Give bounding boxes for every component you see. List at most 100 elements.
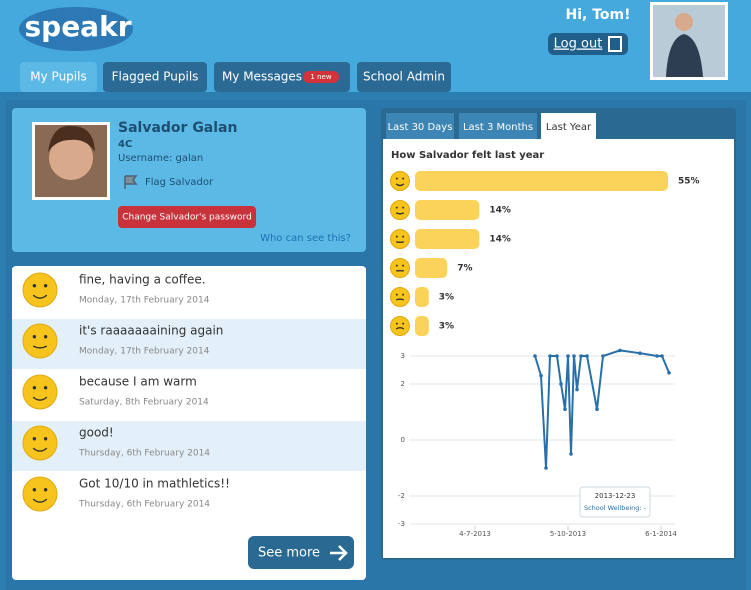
period-tab[interactable]: [386, 113, 454, 139]
emoji-eye: [43, 488, 48, 492]
emoji-icon: [390, 316, 410, 336]
emoji-icon: [390, 200, 410, 220]
message-text: it's raaaaaaaining again: [79, 324, 223, 338]
emoji-eye: [402, 264, 405, 267]
period-tab[interactable]: [541, 113, 596, 139]
message-row: [12, 268, 366, 318]
bar-value-label: 55%: [678, 177, 700, 187]
emoji-icon: [390, 258, 410, 278]
emoji-eye: [402, 177, 405, 180]
line-point: [566, 354, 570, 358]
nav-tab[interactable]: [214, 62, 350, 92]
nav-tab[interactable]: [357, 62, 451, 92]
message-date: Saturday, 8th February 2014: [79, 398, 209, 408]
period-tab-label[interactable]: Last 30 Days: [388, 122, 453, 133]
emoji-eye: [395, 235, 398, 238]
emoji-eye: [402, 293, 405, 296]
change-password-button[interactable]: [118, 206, 256, 228]
see-more-button[interactable]: [248, 536, 354, 569]
period-tab-label[interactable]: Last Year: [546, 122, 592, 133]
change-password-label[interactable]: Change Salvador's password: [122, 213, 252, 223]
pupil-username: Username: galan: [118, 153, 203, 164]
badge: [303, 71, 339, 83]
period-tab-label[interactable]: Last 3 Months: [463, 122, 533, 133]
logout-icon: [608, 36, 622, 52]
emoji-eye: [402, 235, 405, 238]
nav-tab-label[interactable]: School Admin: [363, 70, 445, 84]
emoji-icon: [22, 476, 58, 512]
emoji-icon: [390, 229, 410, 249]
emoji-eye: [43, 437, 48, 441]
bar-value-label: 3%: [439, 293, 454, 303]
nav-tab-label[interactable]: My Messages: [222, 70, 302, 84]
emoji-icon: [22, 425, 58, 461]
message-text: fine, having a coffee.: [79, 273, 206, 287]
logout-label[interactable]: Log out: [554, 37, 603, 52]
line-point: [548, 354, 552, 358]
emoji-eye: [32, 488, 37, 492]
bar: [415, 229, 480, 249]
line-point: [544, 466, 548, 470]
message-text: Got 10/10 in mathletics!!: [79, 477, 230, 491]
line-point: [601, 354, 605, 358]
period-tab[interactable]: [459, 113, 537, 139]
line-point: [618, 348, 622, 353]
bar-value-label: 14%: [489, 235, 511, 245]
nav-tab-label[interactable]: Flagged Pupils: [112, 70, 199, 84]
badge-label: 1 new: [310, 73, 331, 81]
x-tick-label: 6-1-2014: [645, 530, 677, 538]
nav-tab[interactable]: [103, 62, 207, 92]
x-tick-label: 4-7-2013: [459, 530, 491, 538]
emoji-mouth: [32, 396, 48, 401]
emoji-icon: [22, 272, 58, 308]
y-tick-label: 2: [401, 380, 405, 388]
y-tick-label: -3: [398, 520, 405, 528]
nav-tab[interactable]: [20, 62, 97, 92]
see-more-label[interactable]: See more: [258, 546, 320, 561]
flag-link[interactable]: Flag Salvador: [145, 177, 214, 188]
line-point: [595, 407, 599, 412]
line-point: [579, 354, 583, 358]
tooltip-label: School Wellbeing: -: [584, 504, 647, 512]
logo-cloud: [19, 7, 133, 51]
emoji-mouth: [395, 326, 405, 330]
user-photo-head: [675, 13, 693, 31]
see-more-arrow: [330, 545, 348, 561]
greeting: Hi, Tom!: [566, 7, 631, 23]
nav-tab-label[interactable]: My Pupils: [30, 70, 86, 84]
emoji-eye: [395, 206, 398, 209]
bar: [415, 287, 429, 307]
emoji-eye: [43, 284, 48, 288]
line-point: [555, 354, 559, 358]
bar: [415, 171, 668, 191]
logo[interactable]: speakr: [24, 10, 131, 43]
user-photo-body: [666, 34, 703, 77]
emoji-icon: [22, 374, 58, 410]
line-point: [585, 354, 589, 358]
emoji-eye: [32, 437, 37, 441]
emoji-mouth: [32, 294, 48, 299]
emoji-eye: [32, 386, 37, 390]
visibility-link[interactable]: Who can see this?: [260, 233, 351, 244]
emoji-eye: [402, 322, 405, 325]
bar: [415, 258, 448, 278]
chart-title: How Salvador felt last year: [391, 150, 544, 161]
bar: [415, 200, 480, 220]
message-row: [12, 370, 366, 420]
line-point: [572, 354, 576, 358]
emoji-eye: [32, 335, 37, 339]
message-text: because I am warm: [79, 375, 197, 389]
emoji-mouth: [32, 447, 48, 452]
line-point: [559, 382, 563, 386]
emoji-eye: [395, 177, 398, 180]
line-point: [638, 351, 642, 356]
x-tick-label: 5-10-2013: [550, 530, 586, 538]
tooltip: [579, 486, 651, 518]
emoji-eye: [395, 264, 398, 267]
pupil-class: 4C: [118, 139, 132, 150]
y-tick-label: 0: [401, 436, 405, 444]
pupil-photo-face: [49, 136, 93, 180]
emoji-icon: [22, 323, 58, 359]
line-point: [539, 373, 543, 378]
